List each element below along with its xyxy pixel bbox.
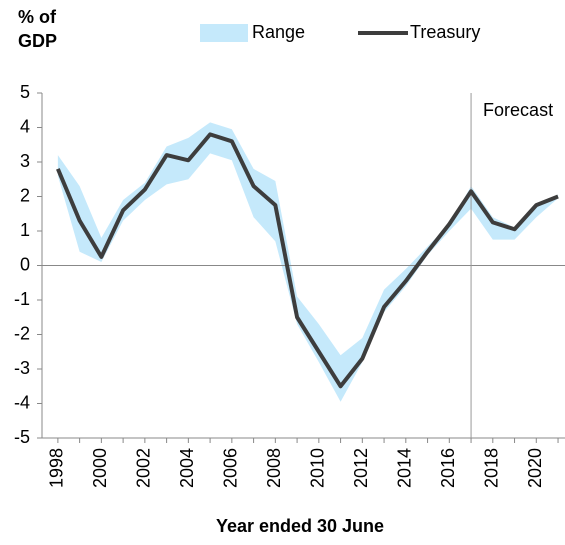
x-axis-label: Year ended 30 June: [216, 516, 384, 536]
line: [56, 132, 559, 389]
legend-swatch: [200, 24, 248, 42]
x-tick-label: 2020: [525, 448, 545, 488]
y-tick-label: 0: [20, 254, 30, 274]
x-tick-label: 2014: [395, 448, 415, 488]
y-tick-label: -3: [14, 358, 30, 378]
legend-label: Treasury: [410, 22, 480, 42]
x-tick-label: 2008: [264, 448, 284, 488]
y-tick-label: 5: [20, 82, 30, 102]
y-tick-label: 3: [20, 151, 30, 171]
legend-label: Range: [252, 22, 305, 42]
x-tick-label: 2010: [308, 448, 328, 488]
x-tick-label: 2012: [351, 448, 371, 488]
y-axis-label: % of: [18, 7, 57, 27]
y-tick-label: 1: [20, 220, 30, 240]
x-tick-label: 1998: [47, 448, 67, 488]
range-band: [57, 122, 559, 402]
x-tick-label: 2000: [90, 448, 110, 488]
x-tick-label: 2016: [438, 448, 458, 488]
x-tick-label: 2018: [482, 448, 502, 488]
y-tick-label: 2: [20, 185, 30, 205]
y-tick-label: -2: [14, 323, 30, 343]
x-tick-label: 2004: [177, 448, 197, 488]
forecast-label: Forecast: [483, 100, 553, 120]
y-tick-label: 4: [20, 116, 30, 136]
y-axis-label: GDP: [18, 31, 57, 51]
y-tick-label: -5: [14, 427, 30, 447]
y-tick-label: -4: [14, 392, 30, 412]
x-tick-label: 2006: [221, 448, 241, 488]
y-tick-label: -1: [14, 289, 30, 309]
x-tick-label: 2002: [134, 448, 154, 488]
